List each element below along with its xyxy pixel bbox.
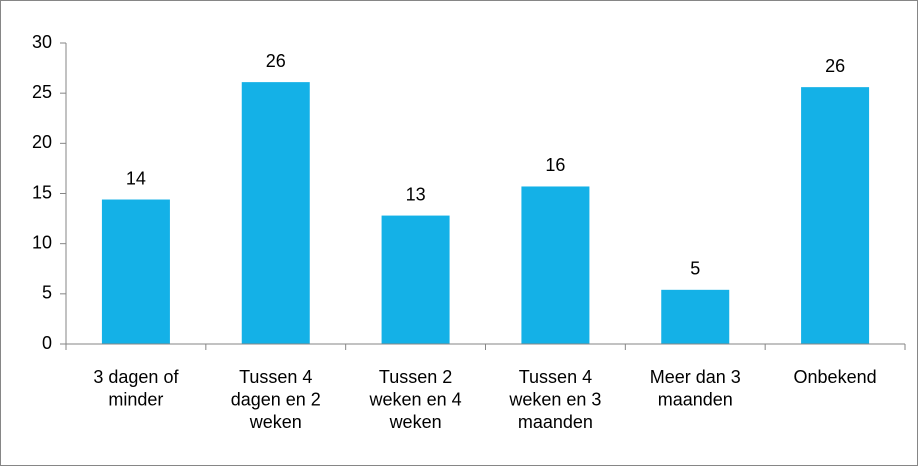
bar: [381, 215, 450, 344]
bar: [521, 186, 590, 344]
data-label: 13: [406, 184, 426, 204]
y-tick-label: 25: [32, 82, 52, 102]
x-tick-label: Meer dan 3 maanden: [650, 367, 741, 410]
bar: [661, 289, 730, 344]
data-label: 26: [266, 51, 286, 71]
data-label: 16: [545, 155, 565, 175]
y-tick-label: 20: [32, 132, 52, 152]
y-tick-label: 15: [32, 182, 52, 202]
y-tick-label: 30: [32, 32, 52, 52]
y-tick-label: 10: [32, 232, 52, 252]
y-tick-label: 0: [42, 333, 52, 353]
x-tick-label: Tussen 4 dagen en 2 weken: [231, 367, 321, 432]
data-label: 5: [690, 259, 700, 279]
x-tick-label: Tussen 2 weken en 4 weken: [369, 367, 462, 432]
bar: [101, 199, 170, 344]
bar: [241, 82, 310, 344]
data-label: 14: [126, 168, 146, 188]
data-label: 26: [825, 56, 845, 76]
x-tick-label: 3 dagen of minder: [93, 367, 179, 410]
bar: [801, 87, 870, 344]
x-tick-label: Onbekend: [794, 367, 877, 387]
y-tick-label: 5: [42, 283, 52, 303]
x-tick-label: Tussen 4 weken en 3 maanden: [508, 367, 601, 432]
